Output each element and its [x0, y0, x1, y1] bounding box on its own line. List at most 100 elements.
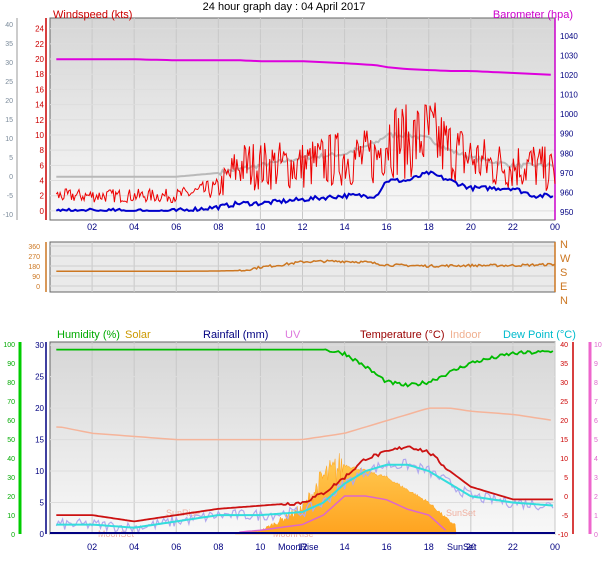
sunset-label: SunSet — [446, 508, 476, 518]
humidity-tick-label: 20 — [7, 494, 15, 501]
x-tick-label: 02 — [87, 542, 97, 552]
dew-point-line — [56, 463, 553, 529]
x-tick-label: 00 — [550, 542, 560, 552]
temp-tick-label: 5 — [9, 155, 13, 162]
uv-tick-label: 0 — [594, 532, 598, 539]
humidity-line — [56, 348, 554, 388]
indoor-line — [56, 407, 551, 441]
legend-uv: UV — [285, 329, 301, 341]
x-tick-label: 16 — [382, 222, 392, 232]
x-tick-label: 06 — [171, 542, 181, 552]
temperature-tick-label: 10 — [560, 456, 568, 463]
humidity-tick-label: 60 — [7, 418, 15, 425]
wind-tick-label: 4 — [40, 177, 45, 186]
uv-line — [239, 495, 447, 533]
direction-tick-label: 0 — [36, 284, 40, 291]
solar-tick-label: 30 — [35, 341, 44, 350]
barometer-axis-label: Barometer (hpa) — [493, 9, 573, 21]
baro-tick-label: 1000 — [560, 110, 578, 119]
uv-tick-label: 9 — [594, 361, 598, 368]
compass-label: S — [560, 267, 567, 279]
x-tick-label: 00 — [550, 222, 560, 232]
temperature-tick-label: -10 — [558, 532, 568, 539]
x-tick-label: 10 — [255, 222, 265, 232]
temperature-tick-label: 20 — [560, 418, 568, 425]
temperature-tick-label: 0 — [564, 494, 568, 501]
uv-tick-label: 7 — [594, 399, 598, 406]
temperature-tick-label: 15 — [560, 437, 568, 444]
solar-tick-label: 10 — [35, 467, 44, 476]
barometer-line — [56, 58, 551, 76]
legend-rainfall: Rainfall (mm) — [203, 329, 268, 341]
direction-tick-label: 270 — [28, 254, 40, 261]
legend-temperature: Temperature (°C) — [360, 329, 444, 341]
baro-tick-label: 950 — [560, 208, 574, 217]
wind-gust-line — [55, 102, 556, 204]
direction-tick-label: 360 — [28, 244, 40, 251]
compass-label: N — [560, 295, 568, 307]
x-tick-label: 12 — [297, 542, 307, 552]
x-tick-label: 10 — [255, 542, 265, 552]
humidity-tick-label: 30 — [7, 475, 15, 482]
wind-average-line — [55, 170, 554, 213]
moonrise-label: MoonRise — [278, 542, 319, 552]
temperature-tick-label: 35 — [560, 361, 568, 368]
uv-tick-label: 6 — [594, 418, 598, 425]
x-tick-label: 08 — [213, 222, 223, 232]
temp-tick-label: 25 — [5, 79, 13, 86]
x-tick-label: 16 — [382, 542, 392, 552]
uv-tick-label: 1 — [594, 513, 598, 520]
humidity-tick-label: 80 — [7, 380, 15, 387]
temperature-tick-label: 40 — [560, 342, 568, 349]
uv-tick-label: 3 — [594, 475, 598, 482]
compass-label: W — [560, 253, 571, 265]
temp-tick-label: 15 — [5, 117, 13, 124]
temp-tick-label: -5 — [7, 193, 13, 200]
wind-tick-label: 16 — [35, 85, 44, 94]
wind-tick-label: 20 — [35, 55, 44, 64]
x-tick-label: 20 — [466, 222, 476, 232]
x-tick-label: 02 — [87, 222, 97, 232]
humidity-tick-label: 10 — [7, 513, 15, 520]
wind-tick-label: 2 — [40, 192, 45, 201]
wind-tick-label: 8 — [40, 146, 45, 155]
humidity-tick-label: 70 — [7, 399, 15, 406]
temp-tick-label: 30 — [5, 60, 13, 67]
baro-tick-label: 1010 — [560, 91, 578, 100]
solar-tick-label: 25 — [35, 373, 44, 382]
uv-tick-label: 5 — [594, 437, 598, 444]
legend-humidity: Humidity (%) — [57, 329, 120, 341]
direction-tick-label: 90 — [32, 274, 40, 281]
temp-tick-label: 40 — [5, 22, 13, 29]
solar-tick-label: 5 — [40, 499, 45, 508]
x-tick-label: 18 — [424, 542, 434, 552]
x-tick-label: 14 — [340, 542, 350, 552]
wind-tick-label: 22 — [35, 40, 44, 49]
humidity-tick-label: 50 — [7, 437, 15, 444]
solar-tick-label: 20 — [35, 404, 44, 413]
baro-tick-label: 970 — [560, 169, 574, 178]
sunrise-label: SunRise — [166, 508, 200, 518]
wind-tick-label: 12 — [35, 116, 44, 125]
x-tick-label: 08 — [213, 542, 223, 552]
uv-tick-label: 8 — [594, 380, 598, 387]
temperature-tick-label: 25 — [560, 399, 568, 406]
x-tick-label: 04 — [129, 222, 139, 232]
x-tick-label: 18 — [424, 222, 434, 232]
wind-tick-label: 6 — [40, 161, 45, 170]
legend-solar: Solar — [125, 329, 151, 341]
baro-tick-label: 1040 — [560, 32, 578, 41]
temperature-line — [56, 445, 553, 523]
x-tick-label: 12 — [297, 222, 307, 232]
baro-tick-label: 960 — [560, 188, 574, 197]
windspeed-axis-label: Windspeed (kts) — [53, 9, 132, 21]
baro-tick-label: 1020 — [560, 71, 578, 80]
wind-direction-line — [56, 259, 555, 272]
temperature-tick-label: 30 — [560, 380, 568, 387]
temperature-tick-label: 5 — [564, 475, 568, 482]
humidity-tick-label: 40 — [7, 456, 15, 463]
temperature-tick-label: -5 — [562, 513, 568, 520]
direction-tick-label: 180 — [28, 264, 40, 271]
wind-tick-label: 10 — [35, 131, 44, 140]
apparent-temperature-trace — [55, 458, 554, 535]
